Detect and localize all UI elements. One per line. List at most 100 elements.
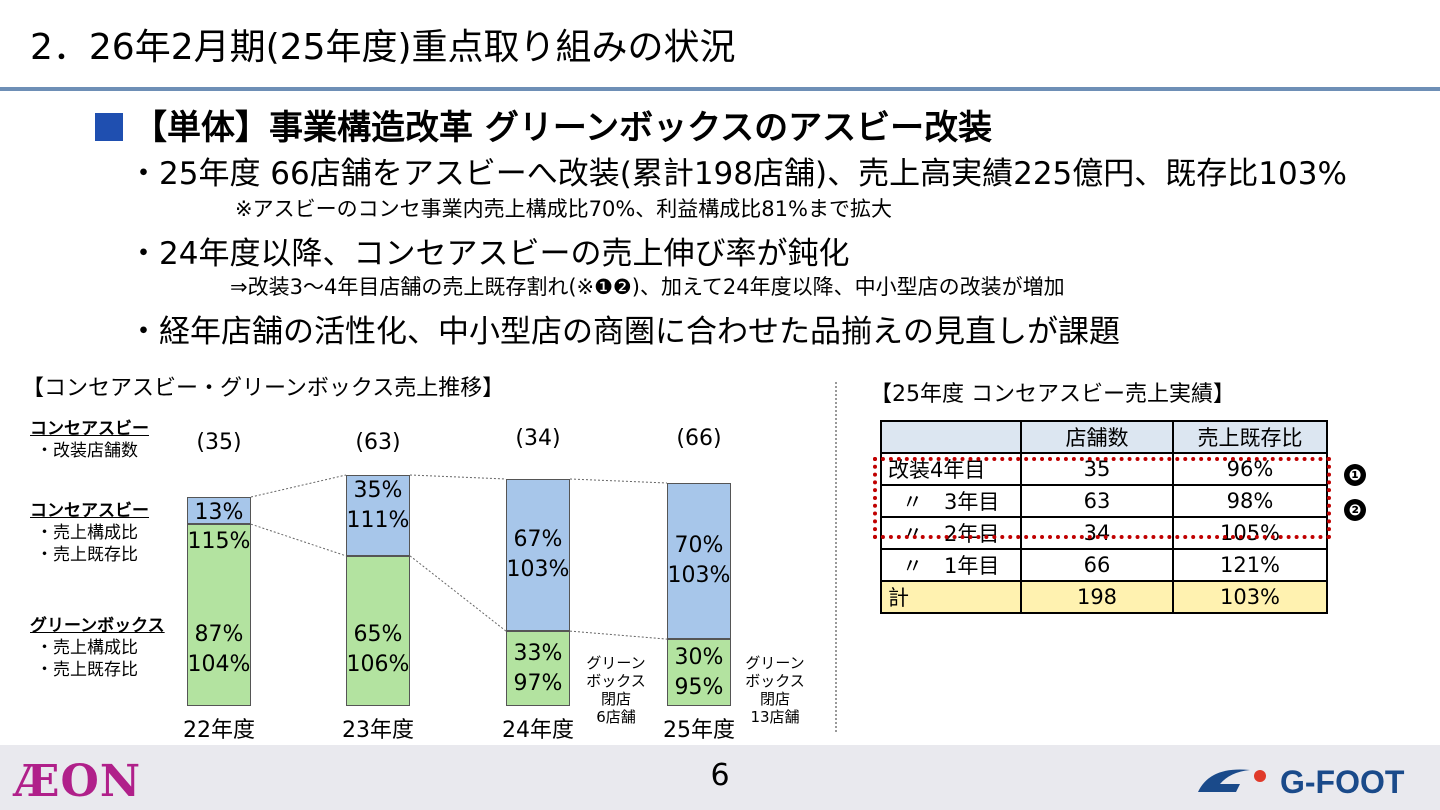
bar-asbee [346, 475, 410, 556]
asbee-share-label: 13% [194, 500, 244, 525]
footer-bar [0, 745, 1440, 810]
section-heading-text: 【単体】事業構造改革 グリーンボックスのアスビー改装 [133, 108, 993, 148]
row-label-gb-sub1: ・売上構成比 [36, 638, 138, 658]
title-divider [0, 87, 1440, 91]
table-header-row: 店舗数 売上既存比 [880, 420, 1328, 454]
greenbox-share-label: 65% [353, 622, 403, 647]
closure-annotation-line: 6店舗 [596, 708, 636, 726]
bar-asbee-label: 70% 103% [664, 531, 734, 591]
greenbox-share-label: 33% [513, 640, 563, 666]
greenbox-share-label: 30% [674, 644, 724, 670]
bar-asbee [187, 497, 251, 525]
closure-annotation-line: 閉店 [600, 690, 631, 708]
store-count-label: (63) [355, 430, 401, 455]
marker-1-text: ❶ [1348, 466, 1362, 484]
aeon-logo: ÆON [14, 756, 142, 807]
closure-annotation-line: グリーン [586, 654, 646, 672]
greenbox-yoy-label: 95% [674, 674, 724, 700]
row-label-asbee-sub2: ・売上既存比 [36, 545, 138, 565]
table-header-ratio: 売上既存比 [1172, 420, 1328, 454]
vertical-divider [835, 382, 837, 732]
section-heading: 【単体】事業構造改革 グリーンボックスのアスビー改装 [95, 100, 992, 149]
slide-title: 2．26年2月期(25年度)重点取り組みの状況 [30, 27, 736, 68]
bullet-2: ・24年度以降、コンセアスビーの売上伸び率が鈍化 [128, 236, 850, 272]
table-cell-ratio: 98% [1172, 484, 1328, 518]
row-label-gb: グリーンボックス ・売上構成比 ・売上既存比 [30, 615, 165, 681]
g-foot-logo-text: G-FOOT [1280, 764, 1405, 800]
note-1: ※アスビーのコンセ事業内売上構成比70%、利益構成比81%まで拡大 [235, 197, 892, 221]
connector-line [569, 630, 668, 640]
bullet-3: ・経年店舗の活性化、中小型店の商圏に合わせた品揃えの見直しが課題 [128, 314, 1120, 350]
store-count-label: (66) [676, 426, 722, 451]
closure-annotation-line: 閉店 [759, 690, 790, 708]
table-cell-stores: 66 [1020, 548, 1174, 582]
x-axis-label: 23年度 [342, 718, 414, 743]
page-number: 6 [710, 758, 730, 793]
bar-asbee-label: 35% 111% [343, 476, 413, 536]
row-label-gb-sub2: ・売上既存比 [36, 660, 138, 680]
greenbox-yoy-label: 104% [187, 652, 251, 677]
asbee-yoy-label: 103% [667, 563, 731, 589]
chart-section-title: 【コンセアスビー・グリーンボックス売上推移】 [22, 376, 505, 401]
closure-annotation-line: ボックス [745, 672, 805, 690]
asbee-yoy-label: 111% [346, 508, 410, 533]
table-row-total: 計 198 103% [880, 580, 1328, 614]
bar-greenbox-label: 65% 106% [343, 620, 413, 680]
table-cell-ratio: 105% [1172, 516, 1328, 550]
asbee-yoy-label: 115% [187, 529, 251, 554]
table-header-stores: 店舗数 [1020, 420, 1174, 454]
bar-asbee-label: 13% 115% [184, 498, 254, 554]
row-label-asbee: コンセアスビー ・売上構成比 ・売上既存比 [30, 500, 149, 566]
row-label-stores-sub: ・改装店舗数 [36, 441, 138, 461]
table-cell-stores: 34 [1020, 516, 1174, 550]
bar-greenbox [667, 639, 731, 706]
table-cell-label: 〃 1年目 [880, 548, 1022, 582]
note-2: ⇒改装3～4年目店舗の売上既存割れ(※❶❷)、加えて24年度以降、中小型店の改装… [230, 275, 1065, 299]
stacked-bar-chart: 13% 115% 87% 104% 22年度 (35) 35% 111% 65% 106% 23年度… [183, 426, 805, 743]
highlight-dotted-box [873, 457, 1331, 539]
bar-asbee [667, 483, 731, 640]
bar-greenbox-label: 30% 95% [664, 643, 734, 703]
table-cell-ratio: 103% [1172, 580, 1328, 614]
row-label-stores: コンセアスビー ・改装店舗数 [30, 418, 149, 462]
closure-annotation: グリーン ボックス 閉店 13店舗 [745, 654, 805, 726]
chart-connector-lines [250, 474, 668, 640]
x-axis-label: 24年度 [502, 718, 574, 743]
connector-line [569, 478, 668, 484]
bar-greenbox-label: 33% 97% [503, 639, 573, 699]
store-count-label: (34) [515, 426, 561, 451]
closure-annotation: グリーン ボックス 閉店 6店舗 [586, 654, 646, 726]
asbee-share-label: 70% [674, 533, 724, 559]
bar-asbee-label: 67% 103% [503, 525, 573, 585]
asbee-share-label: 35% [353, 478, 403, 503]
table-cell-label: 計 [880, 580, 1022, 614]
table-header-blank [880, 420, 1022, 454]
table-cell-label: 〃 2年目 [880, 516, 1022, 550]
store-count-label: (35) [196, 430, 242, 455]
asbee-share-label: 67% [513, 527, 563, 553]
table-row: 〃 3年目 63 98% [880, 484, 1328, 518]
bar-greenbox-label: 87% 104% [184, 620, 254, 680]
closure-annotation-line: 13店舗 [750, 708, 800, 726]
marker-2-icon: ❷ [1344, 499, 1366, 521]
square-bullet-icon [95, 113, 123, 141]
closure-annotation-line: グリーン [745, 654, 805, 672]
table-row: 〃 1年目 66 121% [880, 548, 1328, 582]
table-section-title: 【25年度 コンセアスビー売上実績】 [870, 382, 1235, 407]
greenbox-share-label: 87% [194, 622, 244, 647]
table-row: 〃 2年目 34 105% [880, 516, 1328, 550]
bullet-1: ・25年度 66店舗をアスビーへ改装(累計198店舗)、売上高実績225億円、既… [128, 156, 1347, 192]
row-label-asbee-sub1: ・売上構成比 [36, 523, 138, 543]
table-cell-label: 〃 3年目 [880, 484, 1022, 518]
marker-2-text: ❷ [1348, 501, 1362, 519]
connector-line [250, 523, 347, 557]
bar-asbee [506, 479, 570, 632]
asbee-yoy-label: 103% [506, 557, 570, 583]
closure-annotation-line: ボックス [586, 672, 646, 690]
row-label-gb-head: グリーンボックス [30, 616, 165, 636]
bar-greenbox [187, 524, 251, 706]
row-label-stores-head: コンセアスビー [30, 419, 149, 439]
x-axis-label: 25年度 [663, 718, 735, 743]
connector-line [250, 474, 347, 498]
bar-greenbox [506, 631, 570, 706]
